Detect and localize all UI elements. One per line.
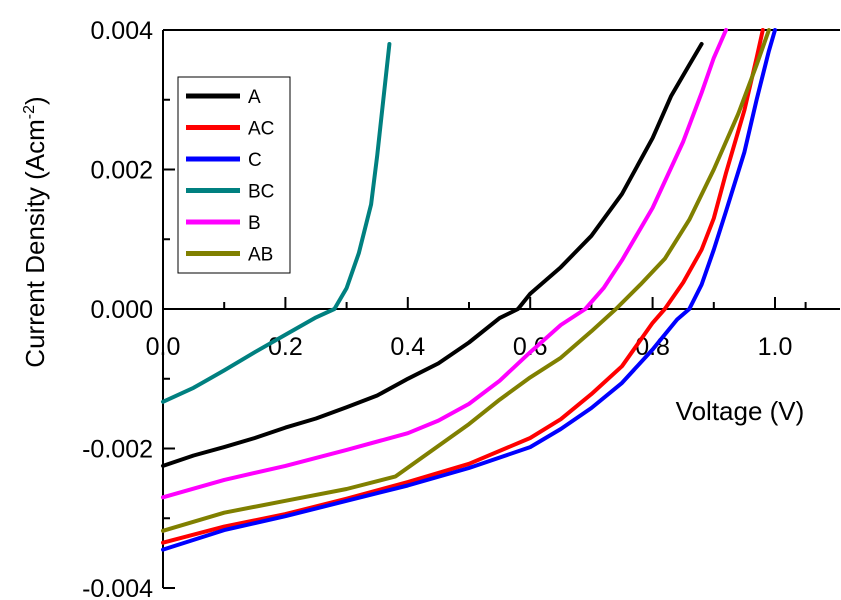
- y-axis-title-main: Current Density (Acm: [20, 119, 50, 368]
- y-tick-label: 0.000: [90, 296, 153, 324]
- x-tick-label: 0.6: [513, 333, 548, 361]
- y-ticks: -0.004 -0.002 0.000 0.002 0.004: [82, 17, 175, 600]
- series-line-ab: [161, 28, 771, 533]
- y-tick-label: -0.002: [82, 436, 153, 464]
- x-tick-label: 0.4: [390, 333, 425, 361]
- legend-label-b: B: [248, 213, 261, 234]
- series-layer: [161, 28, 777, 552]
- y-tick-label: -0.004: [82, 575, 153, 600]
- y-tick-label: 0.004: [90, 17, 153, 45]
- x-tick-label: 1.0: [758, 333, 793, 361]
- series-line-c: [161, 28, 777, 552]
- y-tick-label: 0.002: [90, 157, 153, 185]
- series-line-a: [161, 42, 704, 468]
- y-axis-title: Current Density (Acm-2): [20, 96, 50, 367]
- series-line-bc: [161, 42, 392, 404]
- legend-label-ac: AC: [248, 119, 274, 140]
- y-axis-title-superscript: -2: [21, 105, 38, 119]
- legend-label-bc: BC: [248, 182, 274, 203]
- x-tick-label: 0.0: [146, 333, 181, 361]
- legend-label-a: A: [248, 87, 261, 108]
- x-axis-title: Voltage (V): [676, 396, 805, 426]
- legend-frame: [177, 76, 291, 274]
- legend-label-c: C: [248, 150, 262, 171]
- y-axis-title-close: ): [20, 96, 50, 105]
- legend: A AC C BC B AB: [177, 76, 291, 274]
- series-line-ac: [161, 28, 765, 545]
- x-tick-label: 0.2: [268, 333, 303, 361]
- series-line-b: [161, 28, 728, 500]
- legend-label-ab: AB: [248, 245, 273, 266]
